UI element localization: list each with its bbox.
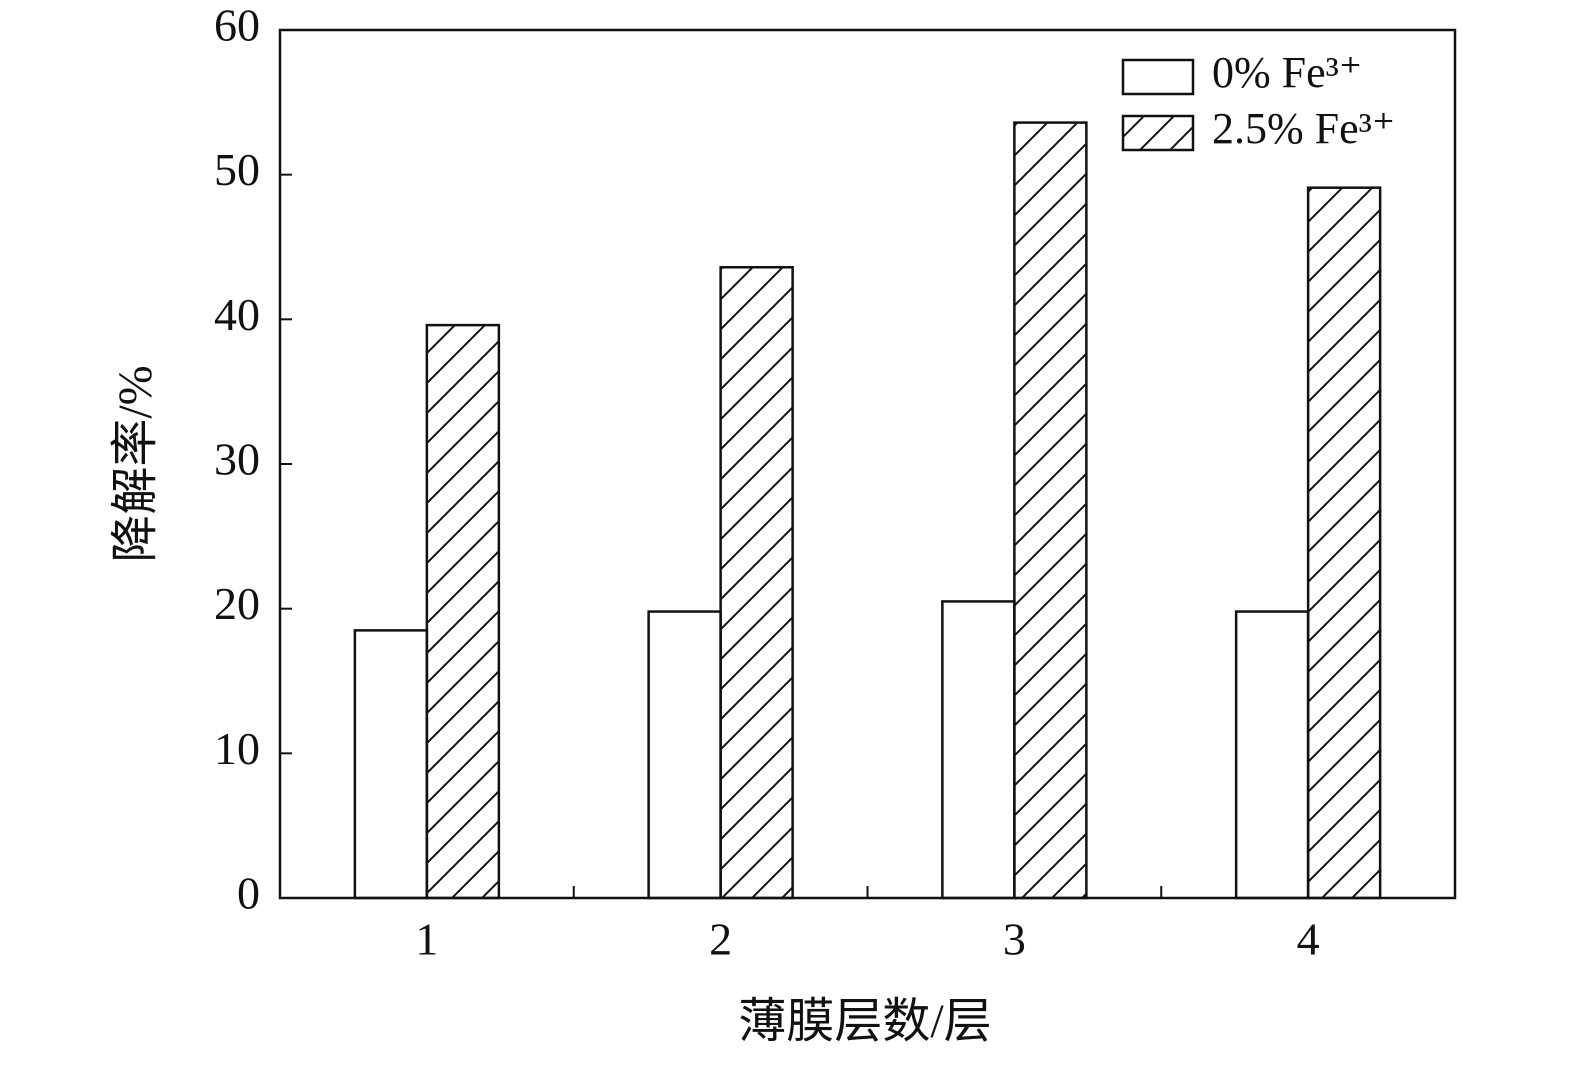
y-tick-label: 40 <box>214 289 260 340</box>
y-tick-label: 60 <box>214 0 260 51</box>
plot-frame <box>278 28 1457 900</box>
y-tick-label: 10 <box>214 723 260 774</box>
y-tick-label: 0 <box>237 868 260 919</box>
legend-label: 0% Fe³⁺ <box>1212 48 1362 97</box>
x-tick-label: 1 <box>415 914 438 965</box>
legend-label: 2.5% Fe³⁺ <box>1212 104 1395 153</box>
y-tick-label: 50 <box>214 144 260 195</box>
bar <box>1234 610 1310 900</box>
bar <box>647 610 722 900</box>
y-axis-label: 降解率/% <box>109 365 162 562</box>
y-tick-label: 30 <box>214 434 260 485</box>
x-tick-label: 3 <box>1003 914 1026 965</box>
bar <box>1013 121 1088 900</box>
bar <box>353 629 429 900</box>
x-tick-label: 2 <box>709 914 732 965</box>
bar <box>941 600 1016 900</box>
legend-swatch <box>1121 114 1195 152</box>
bar <box>719 266 794 900</box>
x-axis-label: 薄膜层数/层 <box>738 995 991 1048</box>
legend-swatch <box>1121 58 1195 96</box>
bar <box>1306 186 1382 900</box>
y-tick-label: 20 <box>214 578 260 629</box>
bar <box>425 323 501 900</box>
x-tick-label: 4 <box>1297 914 1320 965</box>
